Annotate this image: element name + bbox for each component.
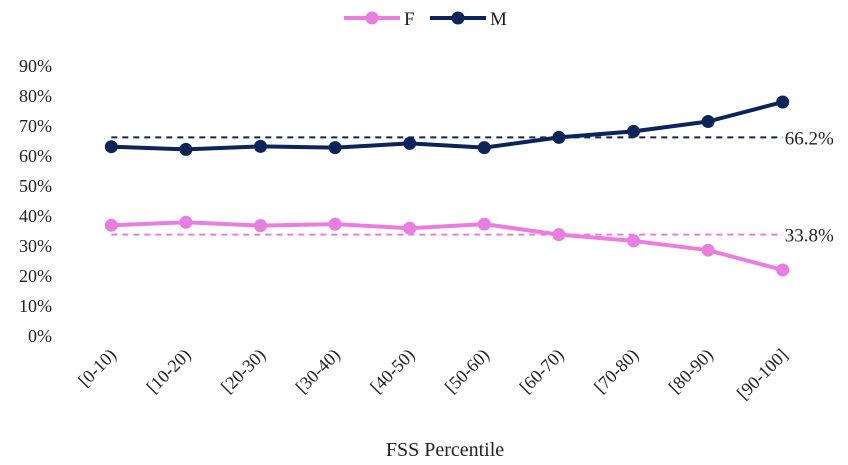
- x-tick-label: [80-90): [665, 345, 718, 398]
- data-point-m: [179, 142, 193, 156]
- data-point-m: [328, 141, 342, 155]
- legend-label-f: F: [404, 9, 415, 30]
- data-point-m: [627, 124, 640, 138]
- series-line-f: [111, 220, 784, 272]
- legend-label-m: M: [490, 9, 507, 30]
- x-tick-label: [0-10): [74, 345, 121, 392]
- y-tick-label: 70%: [19, 116, 52, 136]
- data-point-f: [403, 221, 417, 235]
- x-tick-label: [30-40): [292, 345, 345, 398]
- data-point-m: [104, 140, 118, 154]
- series-line-m: [111, 100, 784, 152]
- x-tick-label: [20-30): [217, 345, 270, 398]
- reference-lines: 33.8% 66.2%: [111, 128, 834, 247]
- x-tick-label: [70-80): [590, 345, 643, 398]
- y-tick-label: 20%: [19, 266, 52, 286]
- x-tick-label: [50-60): [441, 345, 494, 398]
- data-point-f: [701, 243, 715, 257]
- data-point-f: [328, 217, 342, 231]
- y-tick-label: 40%: [19, 206, 52, 226]
- legend-marker-m: [451, 11, 465, 25]
- series-layer: [104, 95, 790, 277]
- data-point-m: [776, 95, 790, 109]
- data-point-m: [477, 141, 491, 155]
- y-tick-label: 30%: [19, 236, 52, 256]
- legend-marker-f: [365, 11, 379, 25]
- y-tick-label: 50%: [19, 176, 52, 196]
- reference-label-f: 33.8%: [785, 226, 834, 247]
- data-point-f: [104, 218, 118, 232]
- x-tick-label: [10-20): [142, 345, 195, 398]
- data-point-f: [254, 219, 267, 233]
- y-tick-label: 90%: [19, 56, 52, 76]
- y-tick-label: 0%: [28, 326, 52, 346]
- data-point-f: [179, 215, 193, 229]
- x-tick-label: [90-100]: [733, 345, 792, 404]
- y-tick-label: 60%: [19, 146, 52, 166]
- data-point-m: [552, 130, 566, 144]
- x-tick-label: [60-70): [515, 345, 568, 398]
- data-point-m: [254, 139, 267, 153]
- reference-label-m: 66.2%: [785, 128, 834, 149]
- x-tick-label: [40-50): [366, 345, 419, 398]
- y-tick-label: 10%: [19, 296, 52, 316]
- data-point-f: [776, 263, 790, 277]
- data-point-m: [403, 136, 417, 150]
- data-point-f: [477, 217, 491, 231]
- data-point-f: [627, 234, 640, 248]
- y-axis: 0% 10% 20% 30% 40% 50% 60% 70% 80% 90%: [19, 56, 52, 346]
- data-point-f: [552, 228, 566, 242]
- y-tick-label: 80%: [19, 86, 52, 106]
- x-axis-title: FSS Percentile: [386, 439, 504, 461]
- data-point-m: [701, 115, 715, 128]
- x-axis: [0-10) [10-20) [20-30) [30-40) [40-50) [50-60…: [74, 345, 791, 404]
